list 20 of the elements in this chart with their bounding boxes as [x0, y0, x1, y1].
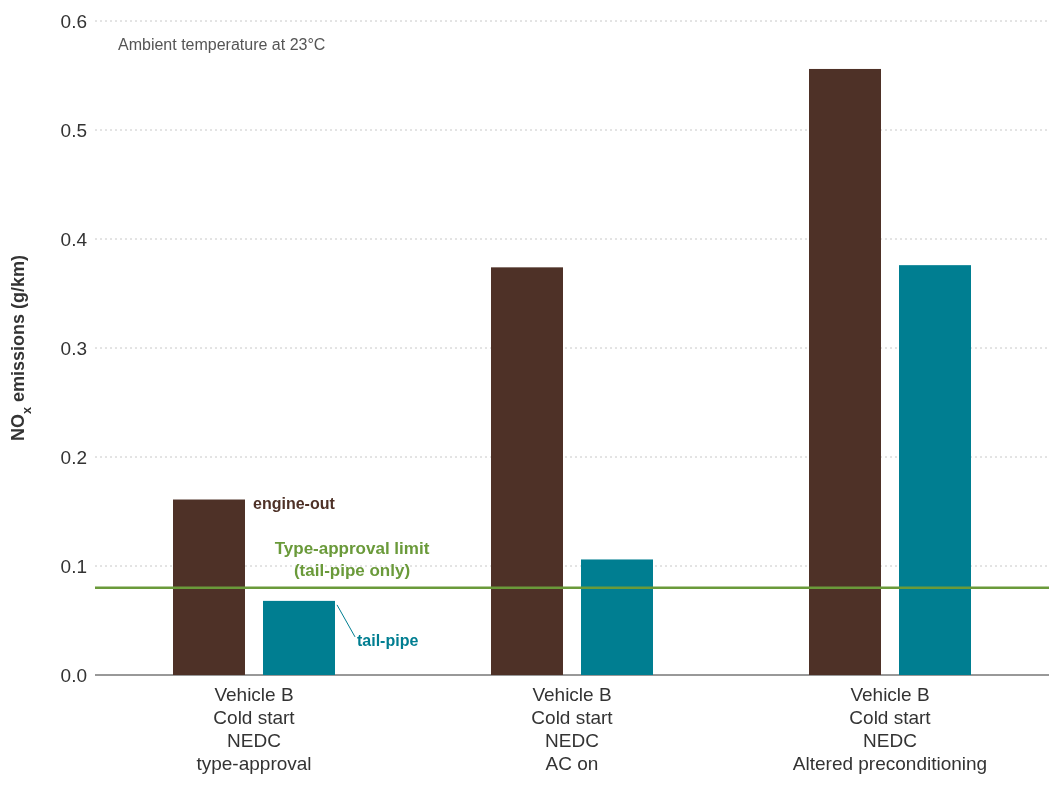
legend-label: tail-pipe	[357, 632, 419, 650]
y-tick-label: 0.4	[60, 228, 88, 250]
x-tick-label: Vehicle B Cold start NEDC AC on	[531, 684, 614, 774]
bar	[173, 499, 245, 675]
bar	[263, 600, 335, 675]
bar	[809, 68, 881, 675]
y-tick-label: 0.3	[60, 337, 87, 359]
bar	[899, 265, 971, 675]
y-tick-label: 0.1	[60, 555, 87, 577]
x-tick-label: Vehicle B Cold start NEDC Altered preconditioning	[792, 684, 988, 774]
y-tick-label: 0.6	[60, 10, 87, 32]
y-tick-label: 0.2	[60, 446, 87, 468]
bar	[491, 267, 563, 675]
bar	[581, 559, 653, 675]
series-label: engine-out	[253, 495, 336, 513]
x-tick-label: Vehicle B Cold start NEDC type-approval	[196, 684, 312, 774]
annotation: Ambient temperature at 23°C	[118, 36, 326, 53]
ref-line-label: Type-approval limit (tail-pipe only)	[274, 538, 430, 580]
y-tick-label: 0.0	[60, 664, 87, 686]
y-tick-label: 0.5	[60, 119, 87, 141]
